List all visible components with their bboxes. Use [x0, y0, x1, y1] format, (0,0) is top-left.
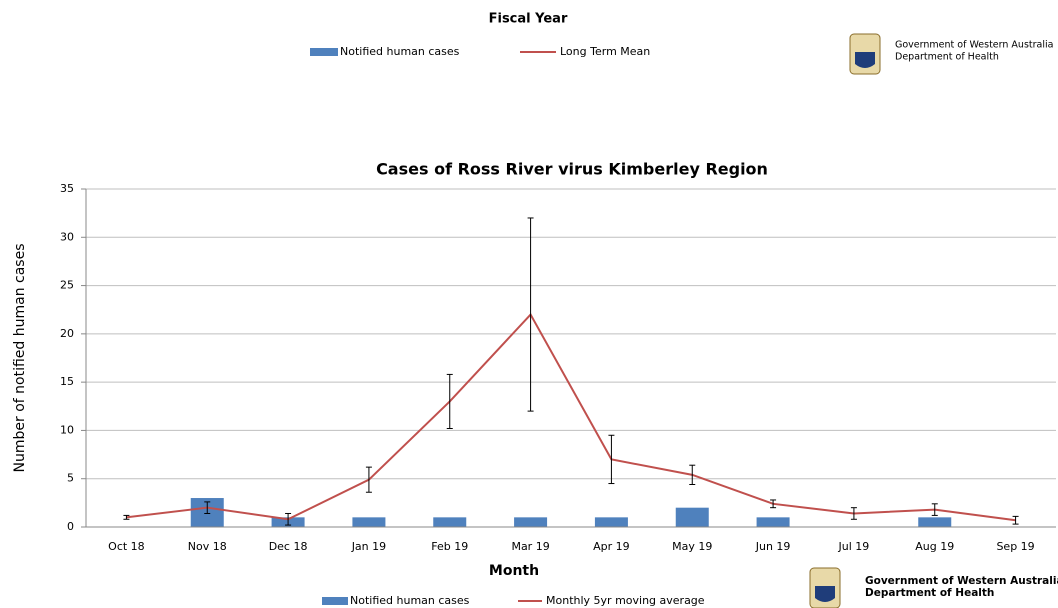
x-axis-title: Month [489, 563, 539, 579]
error-bar [446, 373, 453, 429]
error-bar [931, 503, 938, 516]
y-tick-label: 25 [60, 279, 74, 292]
logo-line2: Department of Health [895, 52, 999, 63]
error-bar [1012, 515, 1019, 525]
logo-line2: Department of Health [865, 587, 994, 599]
legend-swatch [310, 48, 338, 56]
logo-line1: Government of Western Australia [895, 40, 1053, 51]
logo-line1: Government of Western Australia [865, 575, 1058, 587]
crest-shield [815, 586, 835, 602]
line [126, 312, 1016, 522]
x-tick-label: May 19 [672, 540, 712, 553]
error-bar [365, 466, 372, 493]
y-tick-label: 30 [60, 230, 74, 243]
error-bar [770, 499, 777, 509]
x-tick-label: Jul 19 [838, 540, 870, 553]
y-tick-label: 10 [60, 423, 74, 436]
y-tick-label: 15 [60, 375, 74, 388]
legend-label: Notified human cases [350, 594, 470, 607]
y-tick-label: 5 [67, 472, 74, 485]
error-bar [608, 434, 615, 485]
x-tick-label: Sep 19 [996, 540, 1034, 553]
error-bar [527, 217, 534, 412]
logo-bottom: Government of Western Australia Departme… [809, 567, 1058, 608]
bar [594, 517, 628, 527]
bar [433, 517, 467, 527]
y-tick-label: 20 [60, 327, 74, 340]
header-title: Fiscal Year [489, 12, 568, 27]
error-bar [850, 507, 857, 520]
y-tick-label: 0 [67, 520, 74, 533]
legend-label: Monthly 5yr moving average [546, 594, 705, 607]
legend-label: Long Term Mean [560, 45, 650, 58]
x-tick-label: Aug 19 [915, 540, 954, 553]
logo-top: Government of Western Australia Departme… [849, 33, 1053, 75]
chart-title: Cases of Ross River virus Kimberley Regi… [376, 160, 768, 179]
x-tick-label: Apr 19 [593, 540, 630, 553]
x-tick-label: Dec 18 [269, 540, 308, 553]
y-tick-label: 35 [60, 182, 74, 195]
bar [918, 517, 952, 527]
y-axis-title: Number of notified human cases [12, 244, 28, 473]
x-tick-label: Jun 19 [755, 540, 791, 553]
bar [352, 517, 386, 527]
legend-label: Notified human cases [340, 45, 460, 58]
error-bar [689, 464, 696, 486]
error-bar [285, 512, 292, 526]
legend-swatch [322, 597, 348, 605]
crest-shield [855, 52, 875, 68]
x-tick-label: Nov 18 [188, 540, 227, 553]
x-tick-label: Jan 19 [351, 540, 386, 553]
bar [675, 507, 709, 527]
bar [514, 517, 548, 527]
x-tick-label: Feb 19 [431, 540, 468, 553]
error-bar [204, 501, 211, 514]
bar [756, 517, 790, 527]
x-tick-label: Oct 18 [108, 540, 145, 553]
x-tick-label: Mar 19 [511, 540, 549, 553]
error-bar [123, 514, 130, 520]
